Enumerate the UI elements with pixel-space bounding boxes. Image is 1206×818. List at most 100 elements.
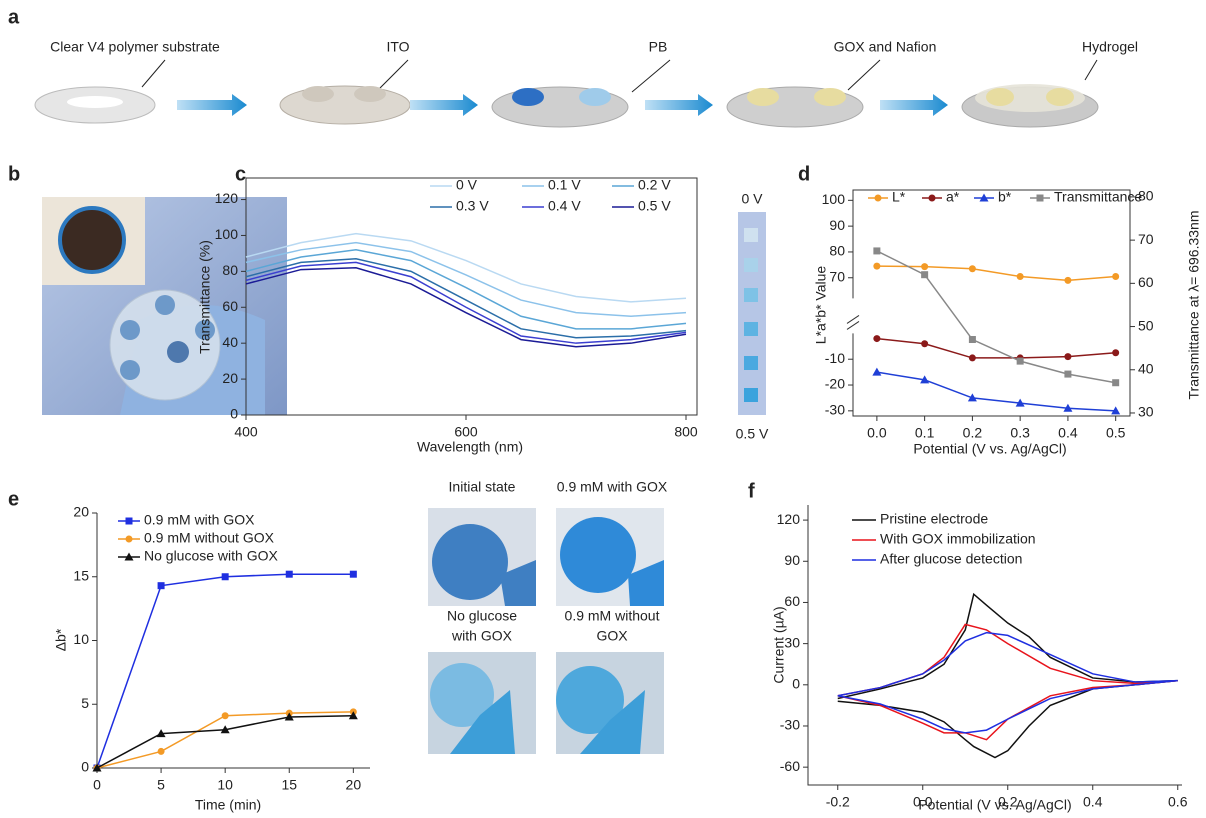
series-line (246, 259, 686, 338)
x-tick-label: 400 (234, 424, 258, 440)
marker (1112, 379, 1119, 386)
x-tick-label: 20 (346, 777, 362, 793)
photo-caption: with GOX (451, 628, 513, 644)
series-line (877, 339, 1116, 358)
marker (873, 263, 880, 270)
x-tick-label: 0.3 (1010, 425, 1030, 441)
marker (1037, 195, 1044, 202)
marker (1064, 371, 1071, 378)
x-tick-label: 0.6 (1168, 794, 1188, 810)
series-line (246, 243, 686, 317)
series-line (838, 594, 1178, 757)
photo-caption: No glucose (447, 608, 517, 624)
y2-tick-label: 50 (1138, 317, 1154, 333)
step-label: ITO (386, 39, 409, 55)
x-tick-label: 0.4 (1058, 425, 1078, 441)
x-tick-label: 10 (217, 777, 233, 793)
marker (1064, 277, 1071, 284)
color-strip: 0 V 0.5 V (736, 191, 769, 442)
y-tick-label: 100 (215, 226, 239, 242)
series-line (97, 712, 353, 768)
marker (350, 571, 357, 578)
series-line (97, 716, 353, 768)
photos: Initial state 0.9 mM with GOX No glucose… (428, 479, 668, 754)
marker (929, 195, 936, 202)
y-tick-label: 0 (81, 759, 89, 775)
y-tick-label: 0 (230, 406, 238, 422)
marker (126, 536, 133, 543)
strip-label: 0 V (741, 191, 763, 207)
y-axis-label: L*a*b* Value (813, 266, 829, 345)
x-tick-label: 15 (281, 777, 297, 793)
marker (1112, 349, 1119, 356)
legend-label: After glucose detection (880, 551, 1022, 567)
x-tick-label: 600 (454, 424, 478, 440)
marker (921, 271, 928, 278)
y-tick-label: 5 (81, 695, 89, 711)
y-tick-label: 90 (784, 552, 800, 568)
legend-label: 0.3 V (456, 198, 489, 214)
photo-caption: 0.9 mM without (565, 608, 660, 624)
legend-label: Pristine electrode (880, 511, 988, 527)
y-tick-label: 20 (73, 504, 89, 520)
series-line (877, 251, 1116, 383)
marker (969, 354, 976, 361)
pointers (142, 60, 1097, 92)
legend-label: 0 V (456, 177, 478, 193)
y-tick-label: 30 (784, 634, 800, 650)
legend-label: L* (892, 189, 906, 205)
marker (875, 195, 882, 202)
x-axis-label: Potential (V vs. Ag/AgCl) (918, 797, 1071, 813)
photo-caption: GOX (596, 628, 628, 644)
panel-label: e (8, 488, 19, 510)
marker (969, 336, 976, 343)
axes (808, 505, 1182, 785)
y-tick-label: 100 (822, 191, 846, 207)
y-tick-label: -30 (825, 402, 845, 418)
legend-label: 0.1 V (548, 177, 581, 193)
photo-caption: Initial state (449, 479, 516, 495)
y2-tick-label: 30 (1138, 404, 1154, 420)
marker (286, 571, 293, 578)
legend-label: 0.9 mM with GOX (144, 512, 255, 528)
x-axis-label: Time (min) (195, 797, 261, 813)
legend-label: With GOX immobilization (880, 531, 1036, 547)
marker (158, 748, 165, 755)
panel-label: c (235, 163, 246, 185)
y2-axis-label: Transmittance at λ= 696.33nm (1186, 211, 1202, 400)
marker (1112, 273, 1119, 280)
step-label: Clear V4 polymer substrate (50, 39, 220, 55)
legend-label: 0.4 V (548, 198, 581, 214)
marker (921, 340, 928, 347)
marker (921, 263, 928, 270)
legend-label: a* (946, 189, 960, 205)
y-tick-label: 20 (222, 370, 238, 386)
legend-label: No glucose with GOX (144, 548, 278, 564)
y-axis-label: Δb* (53, 628, 69, 651)
y-tick-label: 80 (829, 243, 845, 259)
legend-label: b* (998, 189, 1012, 205)
marker (872, 368, 881, 376)
x-tick-label: 0.1 (915, 425, 935, 441)
schematic: Clear V4 polymer substrate ITO PB GOX an… (35, 39, 1138, 127)
marker (1017, 273, 1024, 280)
y-axis-label: Transmittance (%) (197, 240, 213, 354)
x-tick-label: 0.5 (1106, 425, 1126, 441)
y-tick-label: 70 (829, 268, 845, 284)
y-tick-label: -60 (780, 758, 800, 774)
y-tick-label: -20 (825, 376, 845, 392)
y-tick-label: 60 (784, 593, 800, 609)
y-tick-label: 15 (73, 567, 89, 583)
panel-label: a (8, 6, 20, 28)
marker (873, 247, 880, 254)
step-label: Hydrogel (1082, 39, 1138, 55)
marker (873, 335, 880, 342)
y2-tick-label: 40 (1138, 360, 1154, 376)
legend-label: 0.5 V (638, 198, 671, 214)
series-line (838, 624, 1178, 739)
legend-label: Transmittance (1054, 189, 1142, 205)
x-tick-label: 0 (93, 777, 101, 793)
marker (222, 573, 229, 580)
panel-label: b (8, 163, 20, 185)
x-tick-label: 0.2 (963, 425, 983, 441)
